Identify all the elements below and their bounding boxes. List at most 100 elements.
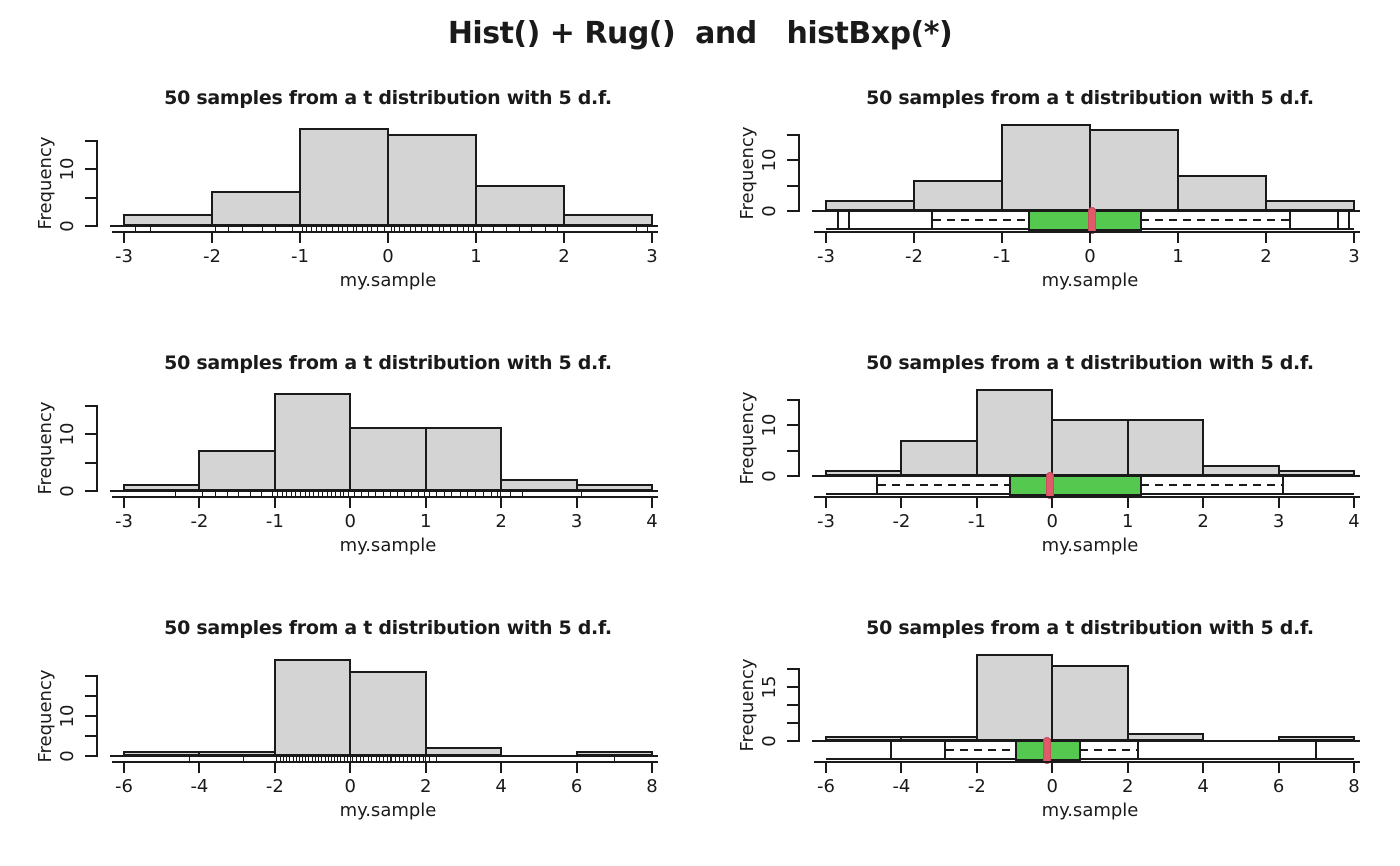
rug-tick xyxy=(315,227,317,232)
staple xyxy=(1137,742,1140,758)
x-tick xyxy=(500,498,503,508)
histogram-bar xyxy=(975,389,1054,476)
x-axis-line xyxy=(112,496,658,498)
rug-tick xyxy=(411,757,412,762)
x-tick-label: -1 xyxy=(967,511,986,532)
x-tick xyxy=(975,763,978,773)
rug-tick xyxy=(403,227,405,232)
rug-tick xyxy=(410,227,411,232)
rug-tick xyxy=(435,492,437,497)
rug-tick xyxy=(425,757,427,762)
x-tick-label: -3 xyxy=(817,511,835,532)
rug-tick xyxy=(318,757,320,762)
x-tick xyxy=(1353,498,1355,508)
rug-tick xyxy=(359,757,361,762)
rug-tick xyxy=(342,227,344,232)
rug-tick xyxy=(331,492,333,497)
histogram-bar xyxy=(1177,175,1267,211)
rug-tick xyxy=(377,227,379,232)
rug-tick xyxy=(346,757,348,762)
rug-tick xyxy=(340,757,342,762)
whisker-line xyxy=(1080,749,1138,751)
rug-tick xyxy=(531,227,533,232)
y-axis-title: Frequency xyxy=(737,126,758,220)
histogram-bar xyxy=(387,134,477,226)
x-tick-label: -3 xyxy=(817,246,835,267)
rug-tick xyxy=(262,227,264,232)
x-tick-label: 4 xyxy=(646,511,658,532)
whisker-line xyxy=(933,219,1030,221)
rug-tick xyxy=(462,227,464,232)
y-tick xyxy=(787,210,799,212)
rug-tick xyxy=(395,757,397,762)
rug-tick xyxy=(302,757,303,762)
rug-tick xyxy=(492,227,494,232)
x-tick xyxy=(825,498,827,508)
rug-tick xyxy=(375,757,377,762)
x-tick-label: -6 xyxy=(817,776,835,797)
histogram-bar xyxy=(1051,419,1129,476)
rug-tick xyxy=(290,492,292,497)
outlier-tick xyxy=(1337,212,1340,228)
x-tick-label: -4 xyxy=(892,776,911,797)
y-tick xyxy=(787,668,799,671)
x-tick xyxy=(424,498,427,508)
staple xyxy=(876,477,879,493)
rug-tick xyxy=(426,227,428,232)
y-tick xyxy=(85,755,97,757)
histogram-bar xyxy=(1001,124,1091,211)
rug-tick xyxy=(339,492,341,497)
rug-tick xyxy=(356,227,358,232)
rug-tick xyxy=(368,492,370,497)
baseline xyxy=(110,755,658,757)
rug-tick xyxy=(321,227,323,232)
rug-tick xyxy=(331,227,333,232)
rug-tick xyxy=(295,492,297,497)
y-axis-title: Frequency xyxy=(737,391,758,485)
x-axis-label: my.sample xyxy=(339,270,437,291)
x-tick xyxy=(1001,233,1003,243)
rug-tick xyxy=(491,492,493,497)
x-tick xyxy=(198,763,201,773)
rug-tick xyxy=(646,227,648,232)
y-axis-title: Frequency xyxy=(737,658,758,752)
baseline xyxy=(110,225,658,227)
rug-tick xyxy=(237,492,239,497)
baseline xyxy=(812,740,1360,742)
rug-tick xyxy=(343,492,345,497)
band-bottom-line xyxy=(826,758,1354,760)
rug-tick xyxy=(349,757,351,762)
x-tick-label: 1 xyxy=(1121,511,1134,532)
y-tick xyxy=(787,475,799,477)
x-tick xyxy=(975,498,978,508)
rug-tick xyxy=(149,227,151,232)
rug-tick xyxy=(292,227,294,232)
rug-tick xyxy=(305,492,307,497)
x-tick-label: 4 xyxy=(1348,511,1360,532)
rug-tick xyxy=(292,757,294,762)
rug-tick xyxy=(360,492,362,497)
rug-tick xyxy=(289,757,291,762)
x-tick xyxy=(349,763,352,773)
box xyxy=(1009,475,1142,496)
rug-tick xyxy=(443,227,445,232)
y-axis-line xyxy=(96,675,98,757)
y-tick-label: 10 xyxy=(759,413,780,437)
x-tick xyxy=(1353,763,1355,773)
x-tick xyxy=(1177,233,1179,243)
rug-tick xyxy=(403,757,405,762)
rug-tick xyxy=(346,227,348,232)
x-tick-label: 2 xyxy=(1197,511,1209,532)
x-tick-label: -2 xyxy=(892,511,911,532)
rug-tick xyxy=(429,757,431,762)
rug-tick xyxy=(335,492,337,497)
rug-tick xyxy=(367,757,369,762)
x-tick xyxy=(651,498,653,508)
x-tick-label: -3 xyxy=(115,246,133,267)
x-axis-label: my.sample xyxy=(339,535,437,556)
outlier-tick xyxy=(1347,212,1350,228)
rug-tick xyxy=(202,492,204,497)
rug-tick xyxy=(305,757,307,762)
rug-tick xyxy=(337,757,339,762)
